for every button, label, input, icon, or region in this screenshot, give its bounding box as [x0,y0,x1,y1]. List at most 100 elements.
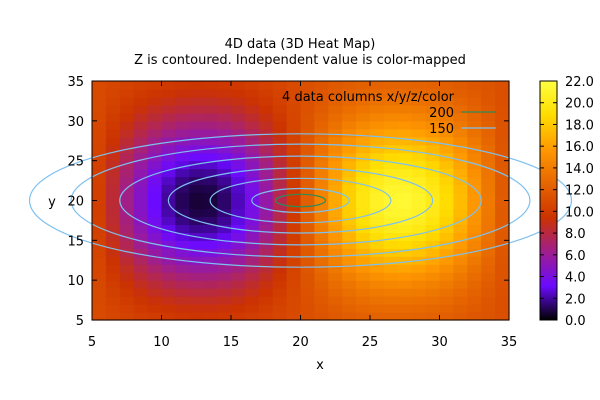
heatmap-cell [370,176,385,186]
heatmap-cell [328,192,343,202]
heatmap-cell [383,256,399,265]
heatmap-cell [453,104,468,114]
heatmap-cell [203,112,218,122]
heatmap-cell [133,208,149,218]
y-axis-label: y [48,195,56,210]
heatmap-cell [425,216,441,225]
heatmap-cell [411,232,427,241]
heatmap-cell [258,232,274,241]
heatmap-cell [147,216,163,225]
heatmap-cell [453,120,468,130]
heatmap-cell [370,136,385,146]
heatmap-cell [439,232,454,241]
heatmap-cell [244,144,260,154]
heatmap-cell [370,288,385,297]
heatmap-cell [314,96,329,106]
heatmap-cell [467,81,482,90]
heatmap-cell [425,296,441,305]
heatmap-cell [342,264,357,273]
heatmap-cell [105,216,121,225]
colorbar-tick-label: 20.0 [565,97,594,112]
heatmap-cell [147,256,163,265]
heatmap-cell [286,120,302,130]
heatmap-cell [133,264,149,273]
heatmap-cell [258,168,274,178]
heatmap-cell [342,160,357,170]
heatmap-cell [328,312,343,321]
heatmap-cell [397,208,413,218]
heatmap-cell [411,136,427,146]
heatmap-cell [189,136,204,146]
heatmap-cell [203,168,218,178]
heatmap-cell [370,304,385,313]
heatmap-cell [92,81,107,90]
heatmap-cell [272,232,288,241]
heatmap-cell [397,304,413,313]
heatmap-cell [244,288,260,297]
heatmap-cell [231,120,246,130]
heatmap-cell [244,136,260,146]
heatmap-cell [105,144,121,154]
heatmap-cell [356,184,371,194]
heatmap-cell [244,264,260,273]
heatmap-cell [147,104,163,114]
heatmap-cell [495,192,510,202]
heatmap-cell [217,81,232,90]
x-tick-label: 15 [223,335,240,350]
heatmap-cell [342,288,357,297]
heatmap-cell [481,176,496,186]
heatmap-cell [356,120,371,130]
heatmap-cell [370,144,385,154]
heatmap-cell [328,120,343,130]
x-tick-label: 25 [362,335,379,350]
heatmap-cell [314,296,329,305]
heatmap-cell [161,104,176,114]
heatmap-cell [411,312,427,321]
heatmap-cell [217,240,232,249]
heatmap-cell [258,200,274,210]
y-tick-label: 35 [67,75,84,90]
heatmap-cell [342,312,357,321]
heatmap-cell [133,96,149,106]
heatmap-cell [105,168,121,178]
heatmap-cell [342,136,357,146]
heatmap-cell [356,304,371,313]
heatmap-cell [467,312,482,321]
heatmap-cell [161,256,176,265]
heatmap-cell [495,296,510,305]
heatmap-cell [175,96,190,106]
heatmap-cell [119,240,135,249]
heatmap-cell [439,104,454,114]
heatmap-cell [133,88,149,98]
heatmap-cell [244,192,260,202]
heatmap-cell [231,104,246,114]
heatmap-cell [342,200,357,210]
heatmap-cell [342,240,357,249]
heatmap-cell [258,192,274,202]
heatmap-cell [300,128,315,138]
heatmap-cell [300,136,315,146]
heatmap-cell [300,152,315,162]
heatmap-cell [175,280,190,289]
heatmap-cell [453,136,468,146]
heatmap-cell [356,296,371,305]
heatmap-cell [189,168,204,178]
contour-line-150 [251,187,350,214]
heatmap-cell [105,272,121,281]
heatmap-cell [439,272,454,281]
heatmap-cell [147,128,163,138]
heatmap-cell [481,128,496,138]
heatmap-cell [231,288,246,297]
heatmap-cell [133,240,149,249]
heatmap-cell [286,128,302,138]
heatmap-cell [161,176,176,186]
heatmap-cell [92,288,107,297]
heatmap-cell [439,184,454,194]
heatmap-cell [133,160,149,170]
heatmap-cell [411,176,427,186]
heatmap-cell [397,136,413,146]
heatmap-cell [425,280,441,289]
heatmap-cell [300,248,315,257]
heatmap-cell [300,312,315,321]
heatmap-cell [203,208,218,218]
